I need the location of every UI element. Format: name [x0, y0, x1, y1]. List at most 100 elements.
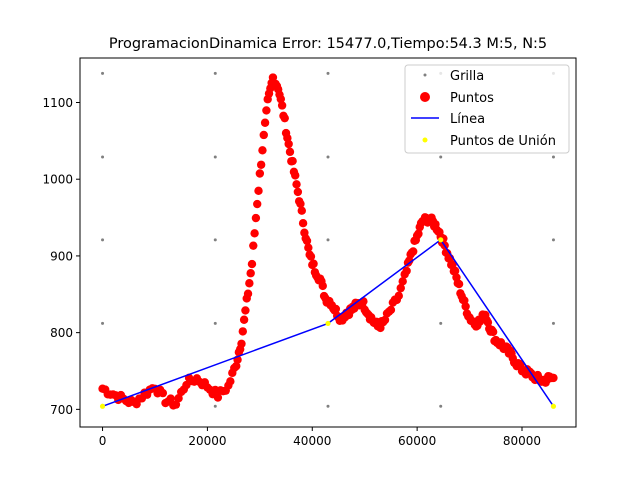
puntos-point [241, 306, 250, 315]
puntos-point [226, 377, 235, 386]
puntos-point [280, 113, 289, 123]
legend-puntos-marker [420, 92, 430, 102]
puntos-point [454, 279, 464, 289]
grilla-point [326, 238, 330, 242]
puntos-point [277, 101, 287, 110]
puntos-point [237, 339, 246, 348]
grilla-point [551, 238, 555, 242]
plot-frame [79, 57, 577, 428]
grilla-point [101, 71, 105, 75]
puntos-point [450, 266, 460, 276]
puntos-point [158, 388, 168, 398]
puntos-point [483, 318, 493, 327]
puntos-point [268, 73, 278, 82]
linea-series [102, 238, 555, 408]
puntos-point [247, 259, 257, 269]
puntos-point [232, 361, 241, 371]
puntos-point [249, 241, 258, 250]
puntos-point [255, 169, 265, 178]
puntos-point [380, 315, 390, 325]
puntos-point [246, 269, 255, 278]
puntos-point [243, 289, 253, 298]
puntos-point [386, 305, 396, 315]
grilla-point [439, 321, 443, 325]
legend-box [404, 64, 570, 154]
puntos-point [309, 259, 318, 268]
x-tick-label: 60000 [398, 434, 436, 448]
puntos-point [250, 229, 259, 238]
grilla-point [551, 155, 555, 159]
puntos-point [258, 146, 267, 155]
legend-grilla-marker [423, 73, 427, 77]
x-tick-label: 40000 [293, 434, 331, 448]
y-tick-label: 1100 [42, 96, 73, 110]
puntos-point [245, 279, 254, 288]
puntos-point [398, 277, 407, 286]
puntos-point [285, 147, 295, 157]
puntos-point [238, 327, 247, 336]
y-tick-label: 1000 [42, 173, 73, 187]
puntos-point [318, 281, 327, 291]
puntos-point [461, 302, 470, 311]
y-tick-label: 800 [50, 326, 73, 340]
x-tick-label: 0 [99, 434, 107, 448]
linea-path [102, 238, 555, 408]
puntos-point [213, 393, 223, 402]
union-point [550, 403, 557, 409]
x-tick-label: 20000 [188, 434, 226, 448]
puntos-point [302, 236, 312, 246]
puntos-point [251, 213, 261, 223]
union-point [438, 237, 444, 243]
puntos-point [304, 243, 313, 252]
y-axis: 700 800 900 1000 1100 [42, 96, 80, 417]
puntos-point [306, 252, 316, 261]
grilla-point [439, 155, 443, 159]
puntos-point [174, 394, 183, 403]
legend-union-marker [422, 137, 428, 143]
legend-union-label: Puntos de Unión [450, 134, 556, 149]
grilla-point [213, 71, 217, 75]
chart-title: ProgramacionDinamica Error: 15477.0,Tiem… [109, 36, 547, 52]
puntos-point [448, 260, 457, 269]
grilla-point [101, 155, 105, 159]
grilla-point [326, 404, 330, 408]
y-tick-label: 900 [50, 249, 73, 263]
x-axis: 0 20000 40000 60000 80000 [99, 427, 541, 448]
puntos-point [488, 327, 498, 337]
puntos-point [414, 229, 423, 238]
puntos-point [396, 283, 405, 293]
puntos-de-union-series [99, 237, 557, 409]
grilla-point [326, 155, 330, 159]
puntos-point [276, 94, 286, 104]
puntos-point [296, 199, 305, 209]
grilla-point [101, 238, 105, 242]
grilla-point [213, 155, 217, 159]
grilla-point [213, 321, 217, 325]
puntos-point [260, 118, 270, 127]
puntos-point [394, 291, 403, 301]
puntos-point [298, 219, 308, 228]
puntos-point [171, 400, 181, 409]
legend-grilla-label: Grilla [450, 69, 484, 84]
puntos-series [98, 73, 558, 410]
puntos-point [331, 304, 341, 314]
puntos-point [166, 394, 175, 403]
grilla-point [551, 321, 555, 325]
puntos-point [359, 297, 368, 306]
grilla-point [439, 404, 443, 408]
puntos-point [288, 156, 297, 166]
puntos-point [409, 247, 418, 256]
puntos-point [253, 199, 262, 209]
union-point [325, 320, 331, 327]
puntos-point [262, 106, 271, 115]
puntos-point [254, 186, 263, 196]
puntos-point [291, 171, 300, 180]
puntos-point [284, 139, 293, 149]
puntos-point [256, 160, 266, 169]
puntos-point [402, 266, 411, 276]
puntos-point [239, 315, 249, 324]
puntos-point [297, 206, 306, 215]
puntos-point [405, 256, 414, 265]
grilla-point [326, 71, 330, 75]
